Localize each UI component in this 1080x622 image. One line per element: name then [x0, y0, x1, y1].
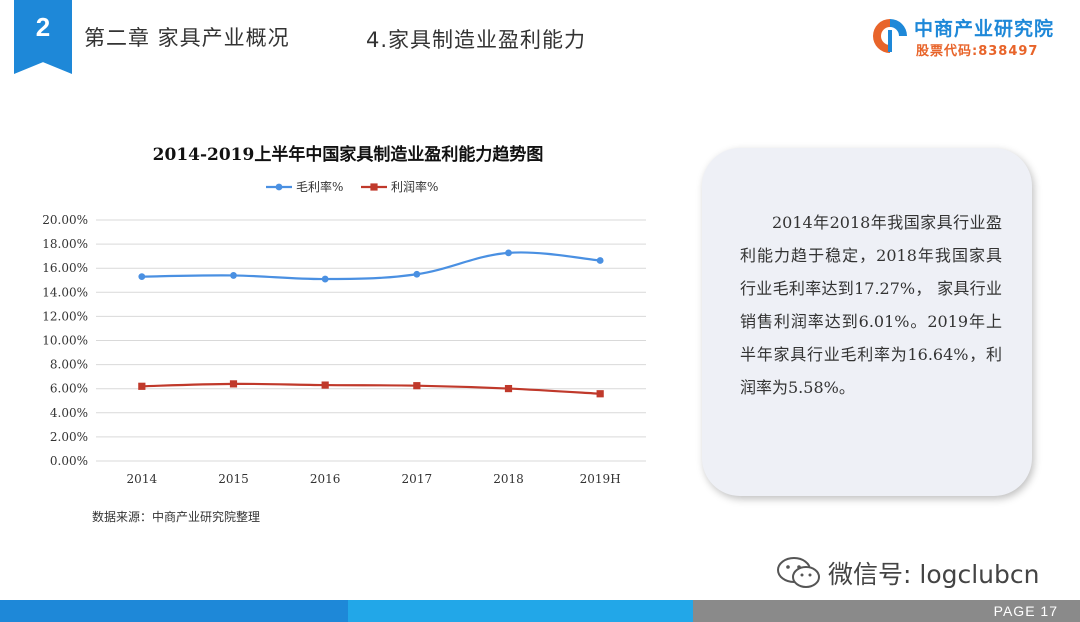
chapter-number: 2	[35, 12, 51, 42]
data-point	[413, 382, 421, 390]
chart-grid	[96, 219, 646, 462]
footer-bar-gray	[693, 600, 1080, 622]
data-point	[596, 390, 604, 398]
logo-stock-code: 股票代码:838497	[916, 44, 1039, 59]
y-tick-label: 16.00%	[42, 261, 88, 275]
x-tick-label: 2015	[218, 472, 249, 486]
y-tick-label: 10.00%	[42, 334, 88, 348]
profitability-chart: 2014-2019上半年中国家具制造业盈利能力趋势图 毛利率% 利润率% 0.00…	[42, 144, 646, 486]
y-axis-ticks: 0.00% 2.00% 4.00% 6.00% 8.00% 10.00% 12.00% 14.…	[42, 213, 88, 468]
data-point	[596, 257, 604, 264]
data-point	[321, 381, 329, 389]
footer-bar-lightblue	[348, 600, 693, 622]
chart-title: 2014-2019上半年中国家具制造业盈利能力趋势图	[153, 144, 544, 165]
x-tick-label: 2018	[493, 472, 524, 486]
chapter-title: 第二章 家具产业概况	[84, 26, 290, 50]
page-number: PAGE 17	[993, 603, 1058, 619]
zhongshang-logo-icon	[872, 18, 907, 53]
chart-series	[138, 249, 604, 398]
chart-legend: 毛利率% 利润率%	[266, 179, 438, 194]
data-point	[138, 273, 146, 281]
data-point	[505, 249, 512, 257]
x-tick-label: 2019H	[580, 472, 621, 486]
data-point	[321, 275, 329, 283]
data-point	[138, 382, 146, 390]
data-point	[230, 272, 237, 279]
wechat-icon	[777, 557, 820, 588]
y-tick-label: 0.00%	[50, 454, 88, 468]
legend-marker	[275, 183, 283, 191]
data-point	[413, 270, 421, 278]
wechat-account: 微信号: logclubcn	[776, 556, 1039, 590]
x-tick-label: 2017	[402, 472, 433, 486]
section-title: 4.家具制造业盈利能力	[366, 28, 587, 52]
data-point	[229, 380, 238, 388]
y-tick-label: 6.00%	[50, 382, 88, 396]
y-tick-label: 14.00%	[42, 285, 88, 299]
chapter-tab: 2	[14, 0, 72, 74]
x-axis-ticks: 2014 2015 2016 2017 2018 2019H	[127, 472, 621, 486]
y-tick-label: 8.00%	[50, 358, 88, 372]
series-line-0	[141, 251, 601, 281]
summary-text: 2014年2018年我国家具行业盈利能力趋于稳定，2018年我国家具行业毛利率达…	[740, 213, 1002, 397]
series-line-1	[141, 382, 601, 395]
y-tick-label: 4.00%	[50, 406, 88, 420]
y-tick-label: 20.00%	[42, 213, 88, 227]
legend-marker	[370, 183, 378, 191]
x-tick-label: 2014	[127, 472, 158, 486]
y-tick-label: 2.00%	[50, 430, 88, 444]
data-source-note: 数据来源：中商产业研究院整理	[92, 510, 261, 524]
logo-name: 中商产业研究院	[914, 18, 1055, 40]
summary-card: 2014年2018年我国家具行业盈利能力趋于稳定，2018年我国家具行业毛利率达…	[702, 148, 1032, 496]
x-tick-label: 2016	[310, 472, 341, 486]
y-tick-label: 18.00%	[42, 237, 88, 251]
legend-label: 毛利率%	[296, 179, 343, 194]
legend-label: 利润率%	[391, 179, 438, 194]
wechat-label: 微信号: logclubcn	[828, 560, 1040, 589]
data-point	[504, 384, 513, 393]
y-tick-label: 12.00%	[42, 309, 88, 323]
footer-bar-blue	[0, 600, 348, 622]
